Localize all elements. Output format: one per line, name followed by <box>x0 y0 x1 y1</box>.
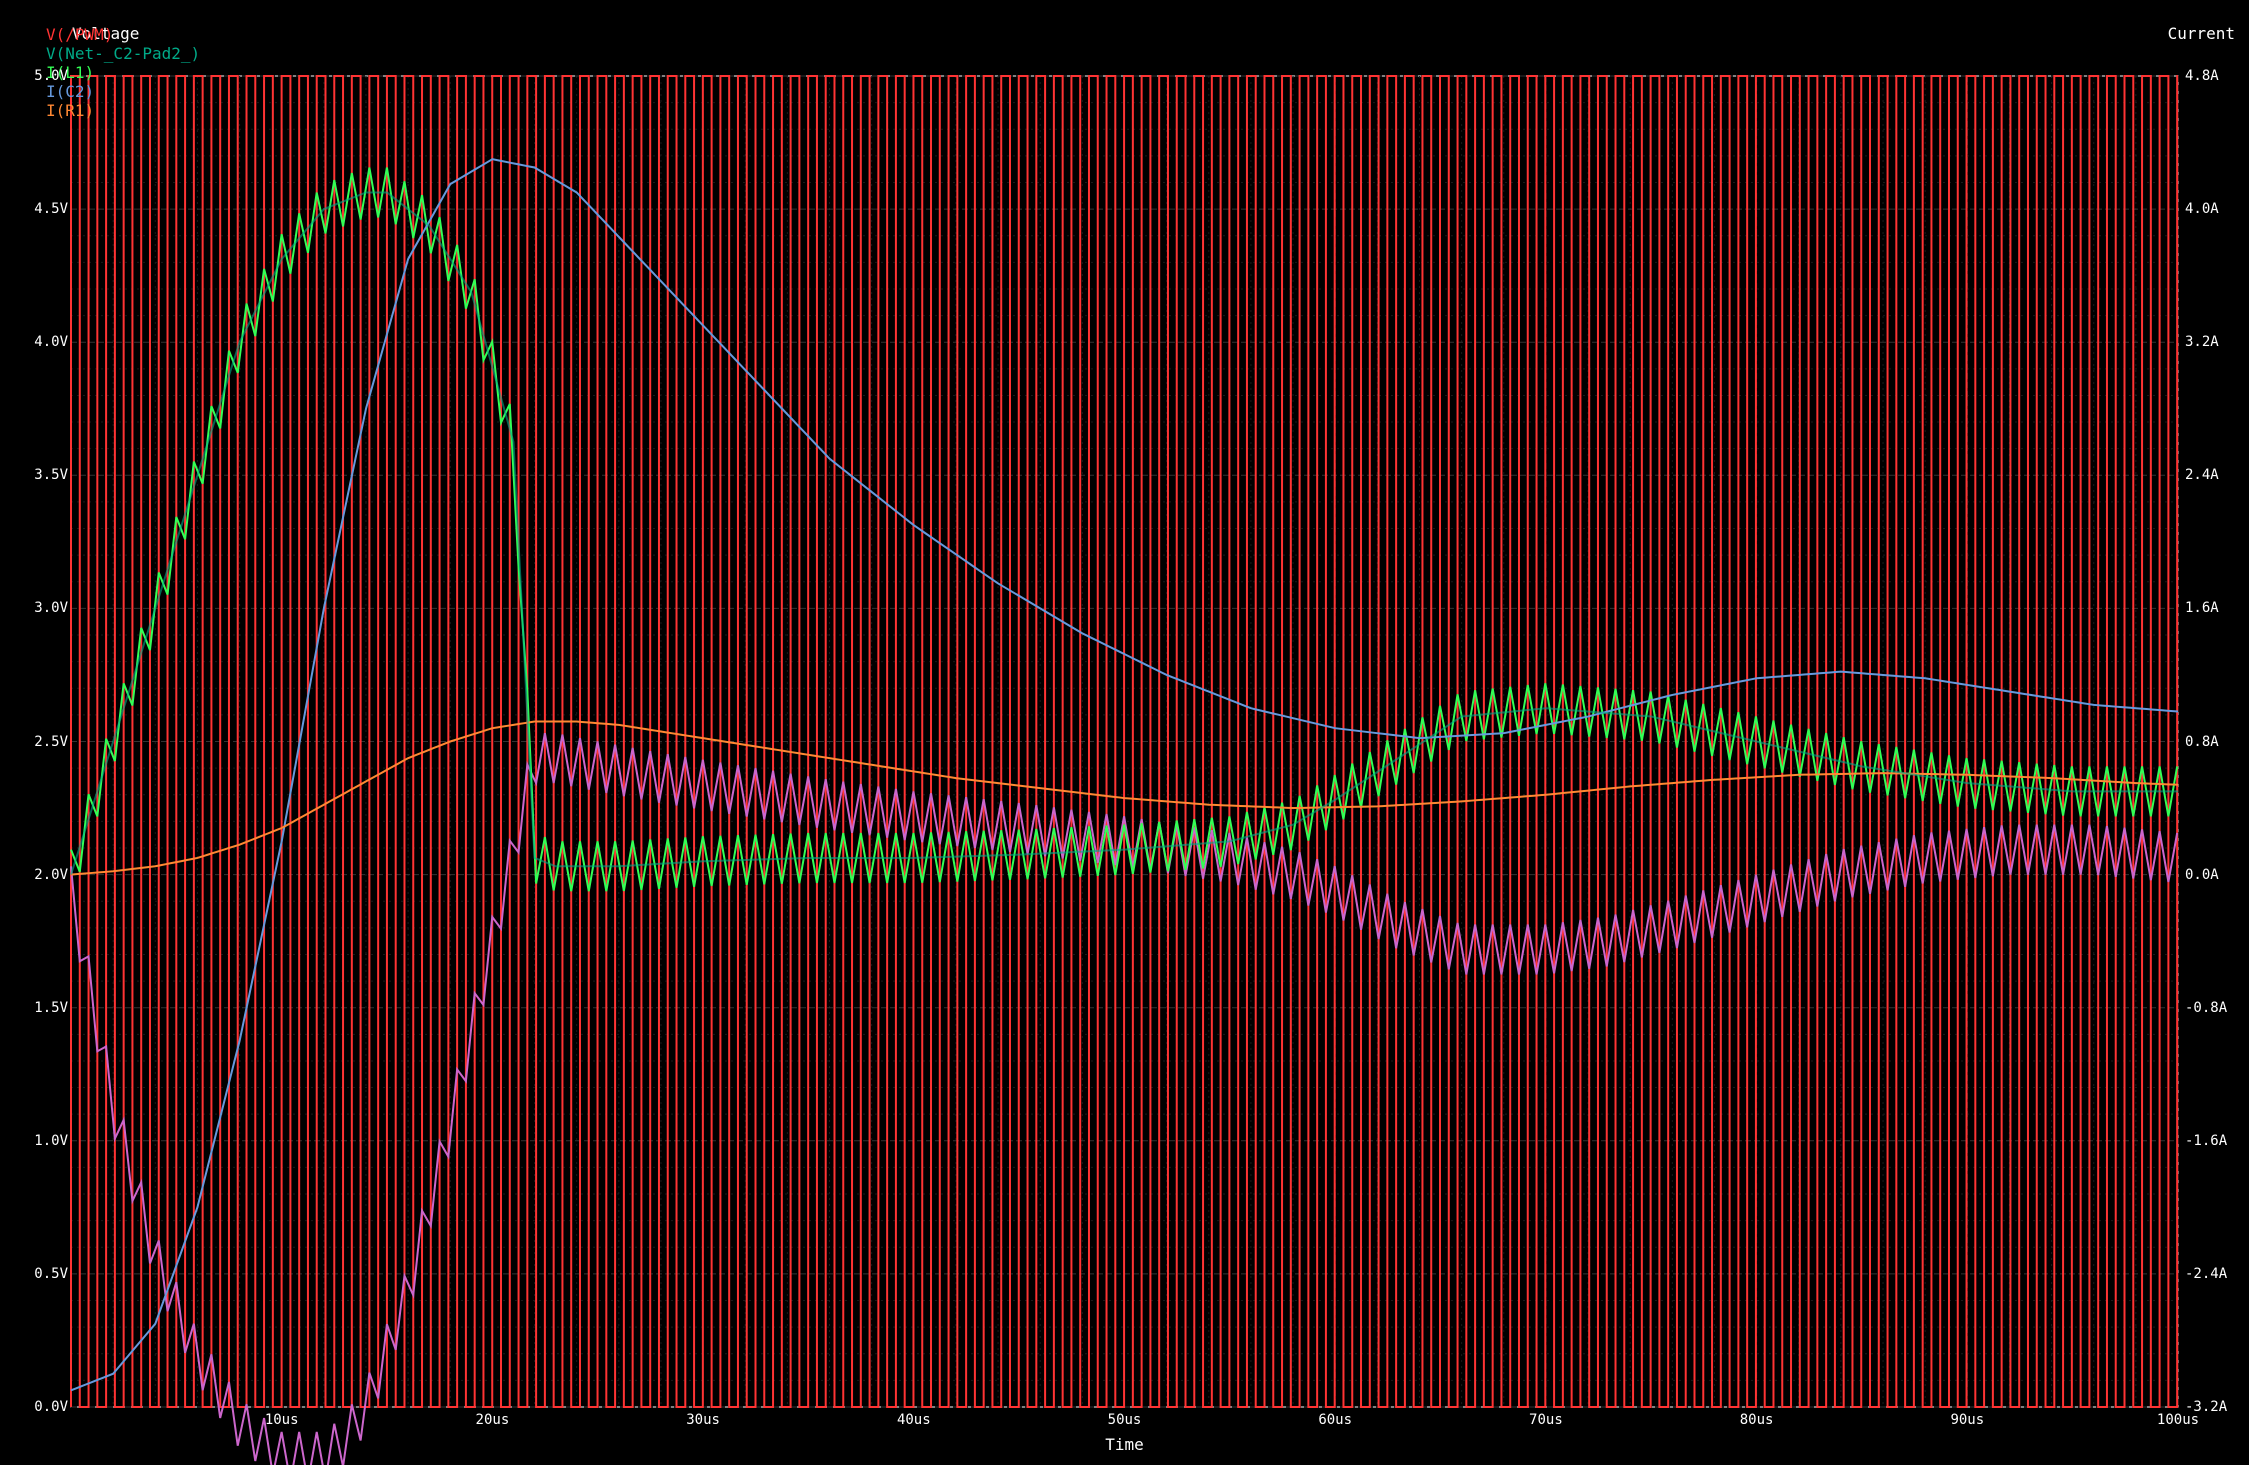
x-tick-1: 20us <box>462 1412 522 1428</box>
y-axis-right-title: Current <box>2168 24 2235 43</box>
x-tick-3: 40us <box>884 1412 944 1428</box>
y-left-tick-3: 1.5V <box>18 1000 68 1016</box>
y-right-tick-2: -1.6A <box>2185 1133 2245 1149</box>
y-left-tick-6: 3.0V <box>18 600 68 616</box>
y-left-tick-7: 3.5V <box>18 467 68 483</box>
y-right-tick-6: 1.6A <box>2185 600 2245 616</box>
y-right-tick-8: 3.2A <box>2185 334 2245 350</box>
chart-container[interactable]: Voltage Current Time V(/PWM)V(Net-_C2-Pa… <box>0 0 2249 1465</box>
y-left-tick-2: 1.0V <box>18 1133 68 1149</box>
x-tick-2: 30us <box>673 1412 733 1428</box>
y-right-tick-7: 2.4A <box>2185 467 2245 483</box>
x-tick-7: 80us <box>1727 1412 1787 1428</box>
x-tick-6: 70us <box>1516 1412 1576 1428</box>
y-left-tick-8: 4.0V <box>18 334 68 350</box>
legend-item-3: I(C2) <box>46 82 94 101</box>
legend-item-0: V(/PWM) <box>46 25 113 44</box>
legend-item-4: I(R1) <box>46 101 94 120</box>
y-right-tick-5: 0.8A <box>2185 734 2245 750</box>
y-right-tick-4: 0.0A <box>2185 867 2245 883</box>
y-left-tick-4: 2.0V <box>18 867 68 883</box>
x-tick-9: 100us <box>2148 1412 2208 1428</box>
y-right-tick-3: -0.8A <box>2185 1000 2245 1016</box>
x-tick-8: 90us <box>1937 1412 1997 1428</box>
y-left-tick-9: 4.5V <box>18 201 68 217</box>
y-right-tick-1: -2.4A <box>2185 1266 2245 1282</box>
y-left-tick-1: 0.5V <box>18 1266 68 1282</box>
y-left-tick-5: 2.5V <box>18 734 68 750</box>
x-axis-title: Time <box>1105 1435 1144 1454</box>
x-tick-5: 60us <box>1305 1412 1365 1428</box>
x-tick-0: 10us <box>252 1412 312 1428</box>
y-right-tick-10: 4.8A <box>2185 68 2245 84</box>
x-tick-4: 50us <box>1095 1412 1155 1428</box>
y-left-tick-0: 0.0V <box>18 1399 68 1415</box>
legend-item-1: V(Net-_C2-Pad2_) <box>46 44 200 63</box>
y-left-tick-10: 5.0V <box>18 68 68 84</box>
y-right-tick-9: 4.0A <box>2185 201 2245 217</box>
plot-svg <box>0 0 2249 1465</box>
